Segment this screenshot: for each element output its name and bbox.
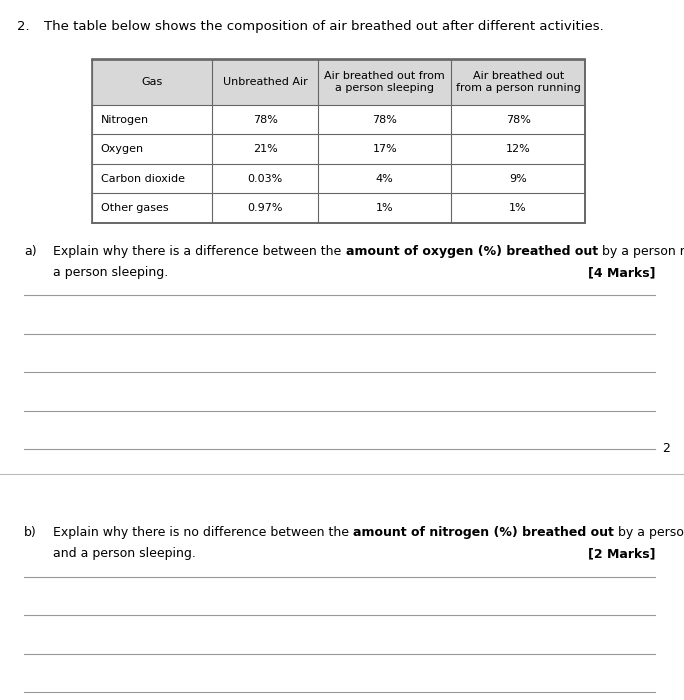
Text: amount of nitrogen (%) breathed out: amount of nitrogen (%) breathed out [354,526,614,540]
Text: 1%: 1% [510,203,527,213]
Text: Oxygen: Oxygen [101,144,144,154]
Text: 78%: 78% [372,115,397,125]
Text: 0.97%: 0.97% [248,203,282,213]
Text: 2.: 2. [17,20,29,33]
Text: 2: 2 [662,442,670,456]
Text: amount of oxygen (%) breathed out: amount of oxygen (%) breathed out [345,245,598,258]
Text: by a person running: by a person running [614,526,684,540]
Text: Unbreathed Air: Unbreathed Air [223,77,307,88]
Text: and a person sleeping.: and a person sleeping. [53,547,196,561]
Text: [2 Marks]: [2 Marks] [588,547,655,561]
Text: 17%: 17% [372,144,397,154]
Text: 21%: 21% [252,144,278,154]
Text: 4%: 4% [376,174,393,183]
Text: Other gases: Other gases [101,203,168,213]
Text: a): a) [24,245,36,258]
Bar [92,60,585,105]
Text: [4 Marks]: [4 Marks] [588,266,655,279]
Text: Explain why there is no difference between the: Explain why there is no difference betwe… [53,526,354,540]
Text: 0.03%: 0.03% [248,174,282,183]
Text: Nitrogen: Nitrogen [101,115,148,125]
Text: Carbon dioxide: Carbon dioxide [101,174,185,183]
Text: Explain why there is a difference between the: Explain why there is a difference betwee… [53,245,345,258]
Text: a person sleeping.: a person sleeping. [53,266,168,279]
Text: 1%: 1% [376,203,393,213]
Text: The table below shows the composition of air breathed out after different activi: The table below shows the composition of… [44,20,604,33]
Text: Air breathed out
from a person running: Air breathed out from a person running [456,71,581,93]
Text: 78%: 78% [252,115,278,125]
Text: 78%: 78% [505,115,531,125]
Text: by a person running and: by a person running and [598,245,684,258]
Text: 12%: 12% [505,144,531,154]
Text: 9%: 9% [510,174,527,183]
Bar [92,60,585,223]
Text: Air breathed out from
a person sleeping: Air breathed out from a person sleeping [324,71,445,93]
Text: Gas: Gas [142,77,163,88]
Text: b): b) [24,526,37,540]
Bar [92,60,585,223]
